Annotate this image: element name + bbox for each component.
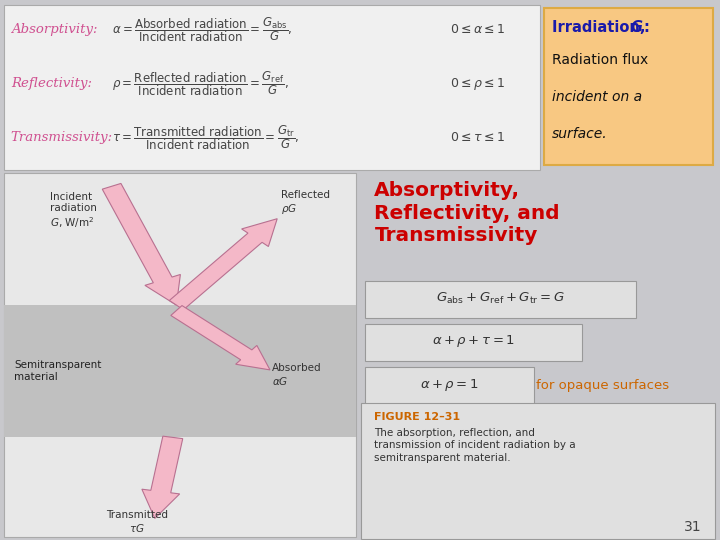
Text: $\rho = \dfrac{\mathrm{Reflected\ radiation}}{\mathrm{Incident\ radiation}} = \d: $\rho = \dfrac{\mathrm{Reflected\ radiat…: [112, 69, 288, 98]
Text: Semitransparent
material: Semitransparent material: [14, 361, 102, 382]
Text: Reflected
$\rho G$: Reflected $\rho G$: [281, 190, 330, 216]
Text: Reflectivity:: Reflectivity:: [11, 77, 92, 90]
FancyBboxPatch shape: [4, 5, 540, 170]
Text: Absorptivity:: Absorptivity:: [11, 23, 97, 36]
Text: $0 \leq \tau \leq 1$: $0 \leq \tau \leq 1$: [450, 131, 505, 144]
Text: :: :: [643, 20, 649, 35]
Text: 31: 31: [685, 519, 702, 534]
FancyArrow shape: [169, 219, 277, 310]
Text: $\alpha = \dfrac{\mathrm{Absorbed\ radiation}}{\mathrm{Incident\ radiation}} = \: $\alpha = \dfrac{\mathrm{Absorbed\ radia…: [112, 15, 292, 44]
Text: Absorptivity,
Reflectivity, and
Transmissivity: Absorptivity, Reflectivity, and Transmis…: [374, 181, 560, 245]
Text: $G_{\mathrm{abs}} + G_{\mathrm{ref}} + G_{\mathrm{tr}} = G$: $G_{\mathrm{abs}} + G_{\mathrm{ref}} + G…: [436, 291, 565, 306]
Text: surface.: surface.: [552, 127, 608, 141]
Text: $0 \leq \rho \leq 1$: $0 \leq \rho \leq 1$: [450, 76, 505, 92]
Text: Absorbed
$\alpha G$: Absorbed $\alpha G$: [272, 363, 322, 387]
Text: $\alpha + \rho = 1$: $\alpha + \rho = 1$: [420, 377, 479, 393]
Text: Irradiation,: Irradiation,: [552, 20, 651, 35]
Text: Incident
radiation
$G$, W/m$^2$: Incident radiation $G$, W/m$^2$: [50, 192, 97, 231]
FancyBboxPatch shape: [365, 281, 636, 318]
Text: G: G: [630, 20, 642, 35]
FancyBboxPatch shape: [544, 8, 713, 165]
Text: $\tau = \dfrac{\mathrm{Transmitted\ radiation}}{\mathrm{Incident\ radiation}} = : $\tau = \dfrac{\mathrm{Transmitted\ radi…: [112, 123, 299, 152]
Text: $\alpha + \rho + \tau = 1$: $\alpha + \rho + \tau = 1$: [432, 333, 516, 349]
Text: FIGURE 12–31: FIGURE 12–31: [374, 412, 461, 422]
FancyBboxPatch shape: [4, 173, 356, 537]
Text: $0 \leq \alpha \leq 1$: $0 \leq \alpha \leq 1$: [450, 23, 505, 36]
FancyArrow shape: [142, 436, 183, 518]
Text: Transmissivity:: Transmissivity:: [11, 131, 113, 144]
Bar: [4, 305, 356, 437]
FancyArrow shape: [102, 184, 181, 305]
Text: for opaque surfaces: for opaque surfaces: [536, 379, 670, 392]
Text: Radiation flux: Radiation flux: [552, 53, 649, 68]
Text: incident on a: incident on a: [552, 90, 642, 104]
FancyBboxPatch shape: [361, 403, 715, 539]
Text: Transmitted
$\tau G$: Transmitted $\tau G$: [106, 510, 168, 534]
FancyBboxPatch shape: [365, 324, 582, 361]
FancyArrow shape: [171, 306, 270, 370]
Text: The absorption, reflection, and
transmission of incident radiation by a
semitran: The absorption, reflection, and transmis…: [374, 428, 576, 463]
FancyBboxPatch shape: [365, 367, 534, 404]
